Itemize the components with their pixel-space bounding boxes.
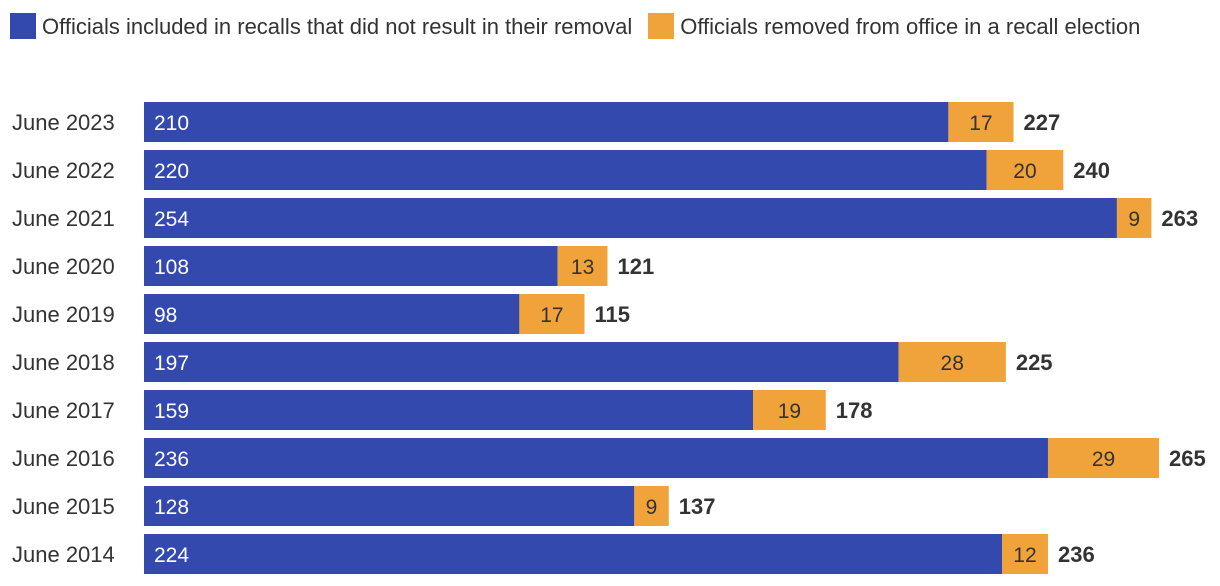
category-label: June 2014 <box>12 542 115 567</box>
bar-total-label: 236 <box>1058 542 1095 567</box>
bar-value-label-not-removed: 197 <box>154 352 189 375</box>
bar-value-label-removed: 9 <box>646 496 658 519</box>
bar-not-removed <box>144 294 520 334</box>
bar-total-label: 265 <box>1169 446 1206 471</box>
category-label: June 2023 <box>12 110 115 135</box>
category-label: June 2020 <box>12 254 115 279</box>
bar-value-label-removed: 12 <box>1013 544 1036 567</box>
legend-label-removed: Officials removed from office in a recal… <box>680 14 1141 39</box>
bar-not-removed <box>144 390 754 430</box>
bar-removed <box>898 342 1006 382</box>
bar-removed <box>1047 438 1160 478</box>
bar-total-label: 227 <box>1024 110 1061 135</box>
bar-value-label-not-removed: 159 <box>154 400 189 423</box>
category-label: June 2022 <box>12 158 115 183</box>
legend-swatch-removed <box>648 13 675 39</box>
bar-value-label-not-removed: 108 <box>154 256 189 279</box>
category-label: June 2019 <box>12 302 115 327</box>
bar-removed <box>1116 198 1152 238</box>
bar-value-label-not-removed: 236 <box>154 448 189 471</box>
bar-value-label-not-removed: 224 <box>154 544 189 567</box>
bar-value-label-removed: 28 <box>941 352 964 375</box>
bar-removed <box>519 294 585 334</box>
bar-not-removed <box>144 534 1003 574</box>
bar-value-label-removed: 19 <box>778 400 801 423</box>
bar-total-label: 137 <box>679 494 716 519</box>
category-label: June 2017 <box>12 398 115 423</box>
bar-not-removed <box>144 342 899 382</box>
bar-value-label-removed: 20 <box>1013 160 1036 183</box>
bar-removed <box>986 150 1064 190</box>
bar-value-label-not-removed: 128 <box>154 496 189 519</box>
bar-value-label-not-removed: 254 <box>154 208 189 231</box>
bar-not-removed <box>144 438 1048 478</box>
bar-removed <box>557 246 608 286</box>
legend-swatch-not-removed <box>10 13 36 39</box>
bar-value-label-removed: 29 <box>1092 448 1115 471</box>
bar-value-label-removed: 9 <box>1128 208 1140 231</box>
category-label: June 2016 <box>12 446 115 471</box>
chart-legend: Officials included in recalls that did n… <box>10 8 1205 45</box>
bar-not-removed <box>144 150 987 190</box>
bar-value-label-removed: 17 <box>540 304 563 327</box>
legend-label-not-removed: Officials included in recalls that did n… <box>42 14 633 39</box>
bar-removed <box>634 486 669 526</box>
bar-value-label-not-removed: 98 <box>154 304 177 327</box>
bar-not-removed <box>144 246 558 286</box>
bar-value-label-removed: 17 <box>969 112 992 135</box>
legend-item-not-removed: Officials included in recalls that did n… <box>10 13 633 39</box>
bar-value-label-not-removed: 220 <box>154 160 189 183</box>
bar-removed <box>753 390 826 430</box>
legend-item-removed: Officials removed from office in a recal… <box>648 13 1141 39</box>
bar-value-label-not-removed: 210 <box>154 112 189 135</box>
bar-removed <box>948 102 1014 142</box>
bar-value-label-removed: 13 <box>571 256 594 279</box>
bar-total-label: 115 <box>594 302 630 327</box>
bar-total-label: 240 <box>1073 158 1110 183</box>
bar-not-removed <box>144 198 1117 238</box>
category-label: June 2018 <box>12 350 115 375</box>
bar-not-removed <box>144 486 635 526</box>
bar-not-removed <box>144 102 949 142</box>
bar-removed <box>1002 534 1048 574</box>
bar-total-label: 178 <box>836 398 873 423</box>
category-label: June 2015 <box>12 494 115 519</box>
bar-total-label: 263 <box>1161 206 1198 231</box>
bar-total-label: 225 <box>1016 350 1053 375</box>
category-label: June 2021 <box>12 206 115 231</box>
bar-total-label: 121 <box>617 254 654 279</box>
